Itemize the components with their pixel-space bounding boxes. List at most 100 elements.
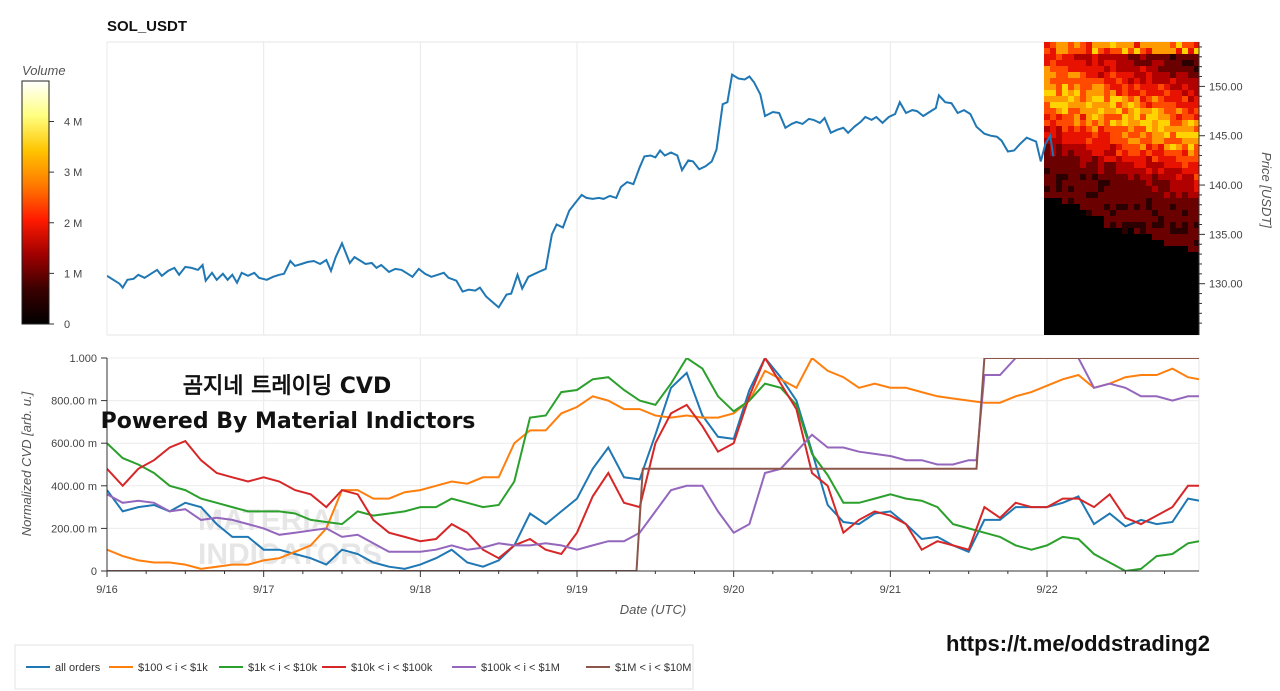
heatmap-cell bbox=[1164, 90, 1170, 96]
heatmap-cell bbox=[1158, 318, 1164, 324]
heatmap-cell bbox=[1146, 228, 1152, 234]
heatmap-cell bbox=[1068, 330, 1074, 335]
heatmap-cell bbox=[1074, 306, 1080, 312]
heatmap-cell bbox=[1110, 294, 1116, 300]
heatmap-cell bbox=[1080, 330, 1086, 335]
heatmap-cell bbox=[1170, 276, 1176, 282]
heatmap-cell bbox=[1080, 288, 1086, 294]
heatmap-cell bbox=[1128, 60, 1134, 66]
heatmap-cell bbox=[1050, 186, 1056, 192]
heatmap-cell bbox=[1176, 138, 1182, 144]
heatmap-cell bbox=[1116, 102, 1122, 108]
heatmap-cell bbox=[1074, 318, 1080, 324]
heatmap-cell bbox=[1098, 216, 1104, 222]
heatmap-cell bbox=[1194, 216, 1199, 222]
heatmap-cell bbox=[1044, 126, 1050, 132]
heatmap-cell bbox=[1074, 174, 1080, 180]
heatmap-cell bbox=[1140, 102, 1146, 108]
heatmap-cell bbox=[1080, 318, 1086, 324]
heatmap-cell bbox=[1152, 60, 1158, 66]
heatmap-cell bbox=[1050, 318, 1056, 324]
heatmap-cell bbox=[1086, 240, 1092, 246]
heatmap-cell bbox=[1080, 78, 1086, 84]
heatmap-cell bbox=[1056, 168, 1062, 174]
heatmap-cell bbox=[1062, 144, 1068, 150]
legend-label: $1k < i < $10k bbox=[248, 662, 318, 674]
heatmap-cell bbox=[1062, 66, 1068, 72]
heatmap-cell bbox=[1056, 42, 1062, 48]
heatmap-cell bbox=[1122, 300, 1128, 306]
heatmap-cell bbox=[1128, 72, 1134, 78]
heatmap-cell bbox=[1086, 222, 1092, 228]
heatmap-cell bbox=[1044, 54, 1050, 60]
heatmap-cell bbox=[1044, 192, 1050, 198]
heatmap-cell bbox=[1050, 180, 1056, 186]
heatmap-cell bbox=[1080, 144, 1086, 150]
heatmap-cell bbox=[1110, 228, 1116, 234]
heatmap-cell bbox=[1092, 264, 1098, 270]
heatmap-cell bbox=[1152, 84, 1158, 90]
heatmap-cell bbox=[1092, 162, 1098, 168]
heatmap-cell bbox=[1050, 60, 1056, 66]
heatmap-cell bbox=[1074, 216, 1080, 222]
heatmap-cell bbox=[1140, 324, 1146, 330]
heatmap-cell bbox=[1164, 288, 1170, 294]
heatmap-cell bbox=[1062, 210, 1068, 216]
heatmap-cell bbox=[1068, 192, 1074, 198]
heatmap-cell bbox=[1116, 330, 1122, 335]
heatmap-cell bbox=[1074, 204, 1080, 210]
heatmap-cell bbox=[1086, 264, 1092, 270]
heatmap-cell bbox=[1086, 114, 1092, 120]
heatmap-cell bbox=[1164, 132, 1170, 138]
heatmap-cell bbox=[1188, 240, 1194, 246]
heatmap-cell bbox=[1044, 186, 1050, 192]
heatmap-cell bbox=[1116, 162, 1122, 168]
heatmap-cell bbox=[1110, 252, 1116, 258]
heatmap-cell bbox=[1080, 114, 1086, 120]
heatmap-cell bbox=[1062, 330, 1068, 335]
heatmap-cell bbox=[1164, 246, 1170, 252]
heatmap-cell bbox=[1050, 246, 1056, 252]
heatmap-cell bbox=[1152, 90, 1158, 96]
heatmap-cell bbox=[1146, 204, 1152, 210]
heatmap-cell bbox=[1098, 102, 1104, 108]
heatmap-cell bbox=[1116, 306, 1122, 312]
heatmap-cell bbox=[1128, 276, 1134, 282]
heatmap-cell bbox=[1194, 156, 1199, 162]
heatmap-cell bbox=[1158, 258, 1164, 264]
heatmap-cell bbox=[1188, 222, 1194, 228]
heatmap-cell bbox=[1194, 270, 1199, 276]
heatmap-cell bbox=[1062, 216, 1068, 222]
heatmap-cell bbox=[1110, 234, 1116, 240]
heatmap-cell bbox=[1134, 204, 1140, 210]
heatmap-cell bbox=[1050, 138, 1056, 144]
heatmap-cell bbox=[1050, 174, 1056, 180]
heatmap-cell bbox=[1080, 180, 1086, 186]
heatmap-cell bbox=[1122, 126, 1128, 132]
heatmap-cell bbox=[1158, 264, 1164, 270]
heatmap-cell bbox=[1194, 246, 1199, 252]
heatmap-cell bbox=[1116, 204, 1122, 210]
heatmap-cell bbox=[1188, 228, 1194, 234]
heatmap-cell bbox=[1086, 60, 1092, 66]
legend-label: $100 < i < $1k bbox=[138, 662, 208, 674]
heatmap-cell bbox=[1128, 114, 1134, 120]
heatmap-cell bbox=[1134, 258, 1140, 264]
heatmap-cell bbox=[1044, 198, 1050, 204]
heatmap-cell bbox=[1182, 168, 1188, 174]
heatmap-cell bbox=[1062, 102, 1068, 108]
colorbar-bar bbox=[21, 80, 50, 325]
heatmap-cell bbox=[1176, 90, 1182, 96]
heatmap-cell bbox=[1134, 246, 1140, 252]
heatmap-cell bbox=[1134, 126, 1140, 132]
heatmap-cell bbox=[1182, 234, 1188, 240]
heatmap-cell bbox=[1134, 294, 1140, 300]
heatmap-cell bbox=[1062, 120, 1068, 126]
heatmap-cell bbox=[1122, 306, 1128, 312]
heatmap-cell bbox=[1146, 108, 1152, 114]
heatmap-cell bbox=[1194, 300, 1199, 306]
heatmap-cell bbox=[1116, 312, 1122, 318]
heatmap-cell bbox=[1128, 126, 1134, 132]
heatmap-cell bbox=[1092, 90, 1098, 96]
telegram-link[interactable]: https://t.me/oddstrading2 bbox=[946, 631, 1210, 656]
